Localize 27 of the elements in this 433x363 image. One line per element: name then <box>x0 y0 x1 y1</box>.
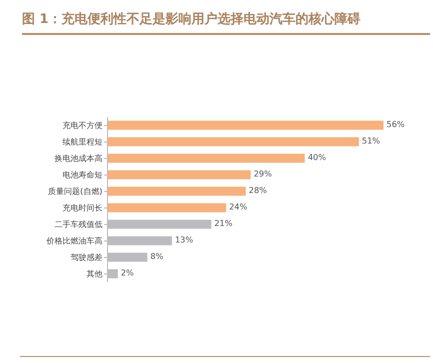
y-tick-label: 二手车残值低 <box>54 220 102 230</box>
y-tick-label: 其他 <box>86 270 102 279</box>
data-label: 8% <box>150 251 164 262</box>
y-tick-label: 驾驶感差 <box>70 253 102 262</box>
data-label: 13% <box>174 234 194 245</box>
data-label: 51% <box>362 136 380 146</box>
y-tick-label: 充电不方便 <box>62 121 102 130</box>
bar <box>108 137 359 146</box>
bar <box>108 154 305 163</box>
bar <box>108 186 246 196</box>
chart-title: 图 1：充电便利性不足是影响用户选择电动汽车的核心障碍 <box>22 10 430 35</box>
y-tick-label: 价格比燃油车高 <box>45 236 102 246</box>
y-tick-label: 电池寿命短 <box>62 170 102 180</box>
data-label: 56% <box>386 119 405 130</box>
bar <box>108 120 384 130</box>
y-tick-label: 续航里程短 <box>62 138 102 147</box>
data-label: 2% <box>120 268 134 278</box>
data-label: 24% <box>229 202 248 212</box>
bar <box>108 203 226 212</box>
data-label: 28% <box>248 185 268 196</box>
data-label: 29% <box>254 168 272 179</box>
bar <box>108 170 251 180</box>
y-tick-label: 质量问题(自燃) <box>48 187 102 196</box>
y-tick-label: 充电时间长 <box>62 204 102 213</box>
data-label: 40% <box>308 152 326 162</box>
y-tick-label: 换电池成本高 <box>54 154 102 164</box>
data-label: 21% <box>214 218 233 228</box>
